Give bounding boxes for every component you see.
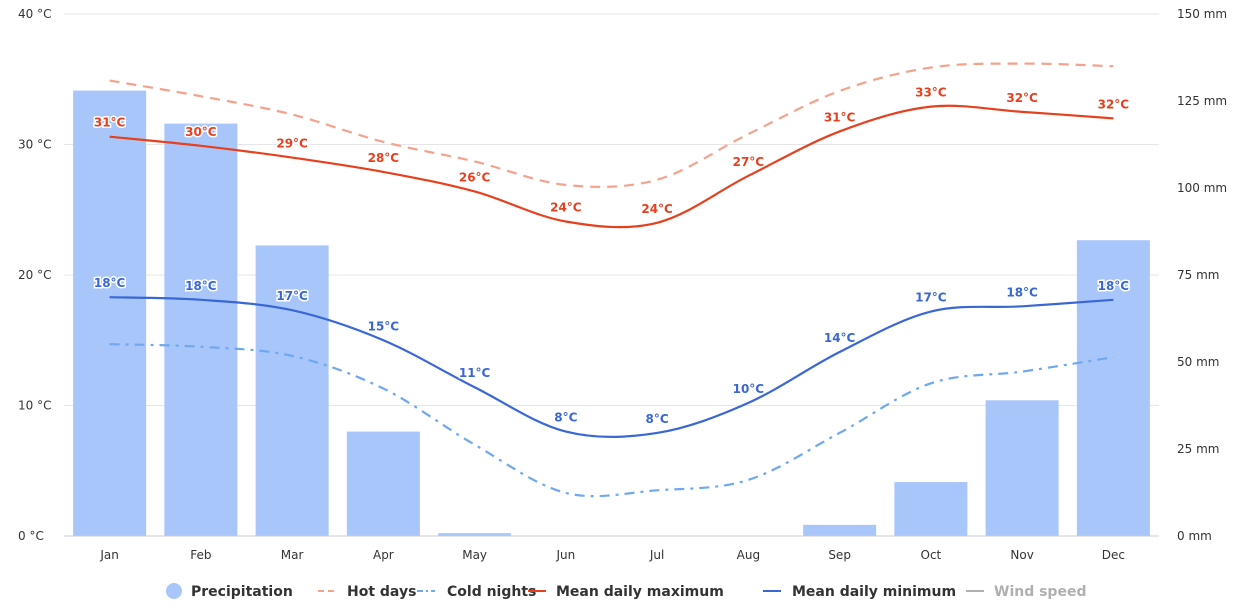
data-label: 28°C [368,151,400,165]
precipitation-bar [346,431,420,536]
legend-label: Mean daily maximum [556,584,724,600]
y-left-tick-label: 40 °C [18,7,51,21]
x-tick-label: Nov [1010,548,1033,562]
data-label: 18°C [1098,279,1130,293]
y-left-tick-label: 30 °C [18,138,51,152]
legend-item-cold-nights[interactable]: Cold nights [417,584,536,600]
x-tick-label: Jan [99,548,119,562]
legend-item-wind-speed[interactable]: Wind speed [966,584,1086,600]
x-tick-label: Aug [737,548,760,562]
precipitation-bars [73,90,1150,537]
x-tick-label: Jul [649,548,664,562]
precipitation-bar [803,524,877,536]
data-label: 32°C [1006,91,1038,105]
data-label: 14°C [824,331,856,345]
data-label: 31°C [824,110,856,124]
data-label: 27°C [733,155,765,169]
cold-nights-line [109,343,1114,498]
legend-item-precipitation[interactable]: Precipitation [166,583,293,600]
hot-days-line [109,62,1114,188]
data-label: 32°C [1098,97,1130,111]
x-tick-label: Mar [281,548,304,562]
y-right-tick-label: 125 mm [1177,94,1227,108]
x-tick-label: Oct [921,548,942,562]
x-tick-label: Feb [190,548,211,562]
axes: 0 °C 10 °C 20 °C 30 °C 40 °C 0 mm 25 mm 50 mm 75… [18,7,1227,562]
y-right-tick-label: 75 mm [1177,268,1219,282]
legend-label: Cold nights [447,584,536,600]
x-tick-label: Dec [1102,548,1125,562]
precipitation-bar [164,123,238,537]
x-tick-label: Apr [373,548,394,562]
legend-label: Wind speed [994,584,1086,600]
precipitation-bar [438,533,512,536]
y-right-tick-label: 50 mm [1177,355,1219,369]
legend-item-mean-daily-maximum[interactable]: Mean daily maximum [528,584,724,600]
legend-symbol [166,583,182,599]
y-right-tick-label: 25 mm [1177,442,1219,456]
data-label: 8°C [554,411,577,425]
data-label: 31°C [94,116,126,130]
y-right-tick-label: 150 mm [1177,7,1227,21]
data-label: 8°C [646,412,669,426]
legend-item-mean-daily-minimum[interactable]: Mean daily minimum [763,584,956,600]
legend-label: Precipitation [191,584,293,600]
data-label: 18°C [1006,285,1038,299]
x-tick-label: Sep [828,548,851,562]
temperature-lines [109,62,1114,498]
legend-label: Mean daily minimum [792,584,956,600]
legend-label: Hot days [347,584,416,600]
data-label: 10°C [733,382,765,396]
data-label: 15°C [368,319,400,333]
legend[interactable]: Precipitation Hot days Cold nights Mean dai… [166,583,1086,600]
y-right-tick-label: 100 mm [1177,181,1227,195]
x-tick-label: Jun [556,548,576,562]
data-label: 29°C [276,137,308,151]
precipitation-bar [894,482,968,536]
data-label: 24°C [550,200,582,214]
data-label: 24°C [641,202,673,216]
x-tick-label: May [462,548,487,562]
y-right-tick-label: 0 mm [1177,529,1212,543]
data-label: 17°C [915,291,947,305]
data-label: 11°C [459,366,491,380]
precipitation-bar [985,400,1059,536]
data-label: 30°C [185,125,217,139]
data-label: 26°C [459,170,491,184]
precipitation-bar [255,245,329,537]
data-label: 33°C [915,86,947,100]
data-label: 18°C [94,276,126,290]
data-label: 17°C [276,289,308,303]
y-left-tick-label: 20 °C [18,268,51,282]
legend-item-hot-days[interactable]: Hot days [318,584,416,600]
mean-daily-minimum-line [109,296,1114,439]
data-label: 18°C [185,279,217,293]
y-left-tick-label: 0 °C [18,529,44,543]
mean-daily-maximum-line [109,104,1114,229]
precipitation-bar [1076,240,1150,536]
y-left-tick-label: 10 °C [18,399,51,413]
data-labels: 31°C 30°C 29°C 28°C 26°C 24°C 24°C 27°C 31°C 33°C… [92,84,1130,427]
precipitation-bar [73,90,147,536]
